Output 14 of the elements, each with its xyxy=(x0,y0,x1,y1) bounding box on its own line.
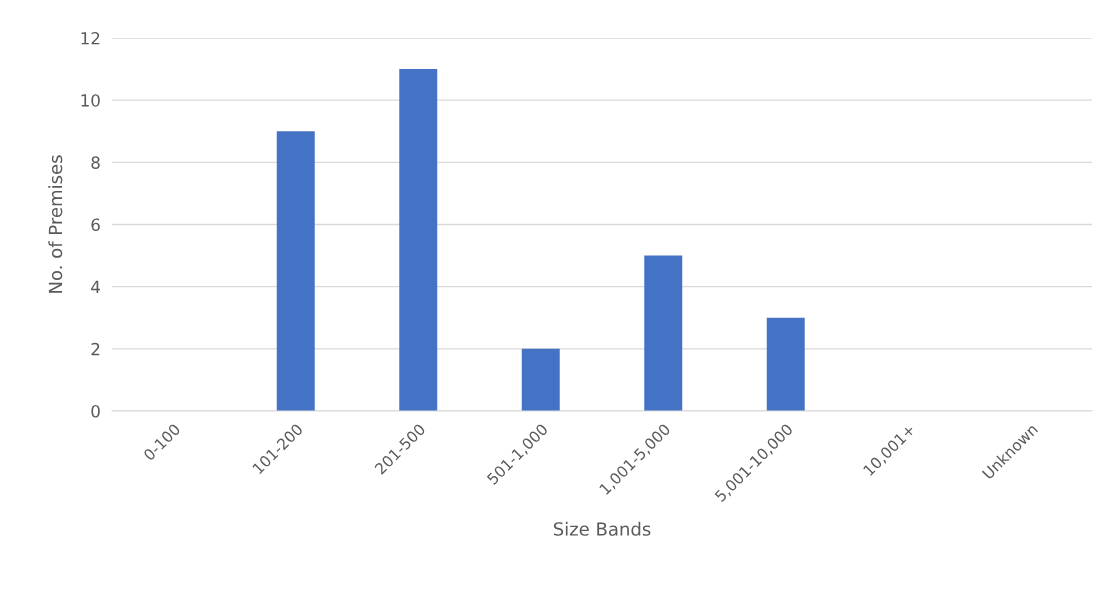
x-axis-title: Size Bands xyxy=(553,521,651,536)
y-tick-label: 12 xyxy=(81,31,100,45)
bar xyxy=(766,317,805,411)
y-axis-title: No. of Premises xyxy=(48,155,63,293)
y-tick-label: 10 xyxy=(81,94,100,107)
bar xyxy=(399,69,438,411)
y-tick-label: 4 xyxy=(91,280,100,293)
y-tick-label: 8 xyxy=(91,156,100,169)
y-tick-label: 0 xyxy=(91,404,100,418)
y-tick-label: 6 xyxy=(91,218,100,232)
y-tick-label: 2 xyxy=(91,342,100,356)
bar xyxy=(644,255,683,411)
bar xyxy=(276,131,315,411)
bar xyxy=(521,348,560,411)
